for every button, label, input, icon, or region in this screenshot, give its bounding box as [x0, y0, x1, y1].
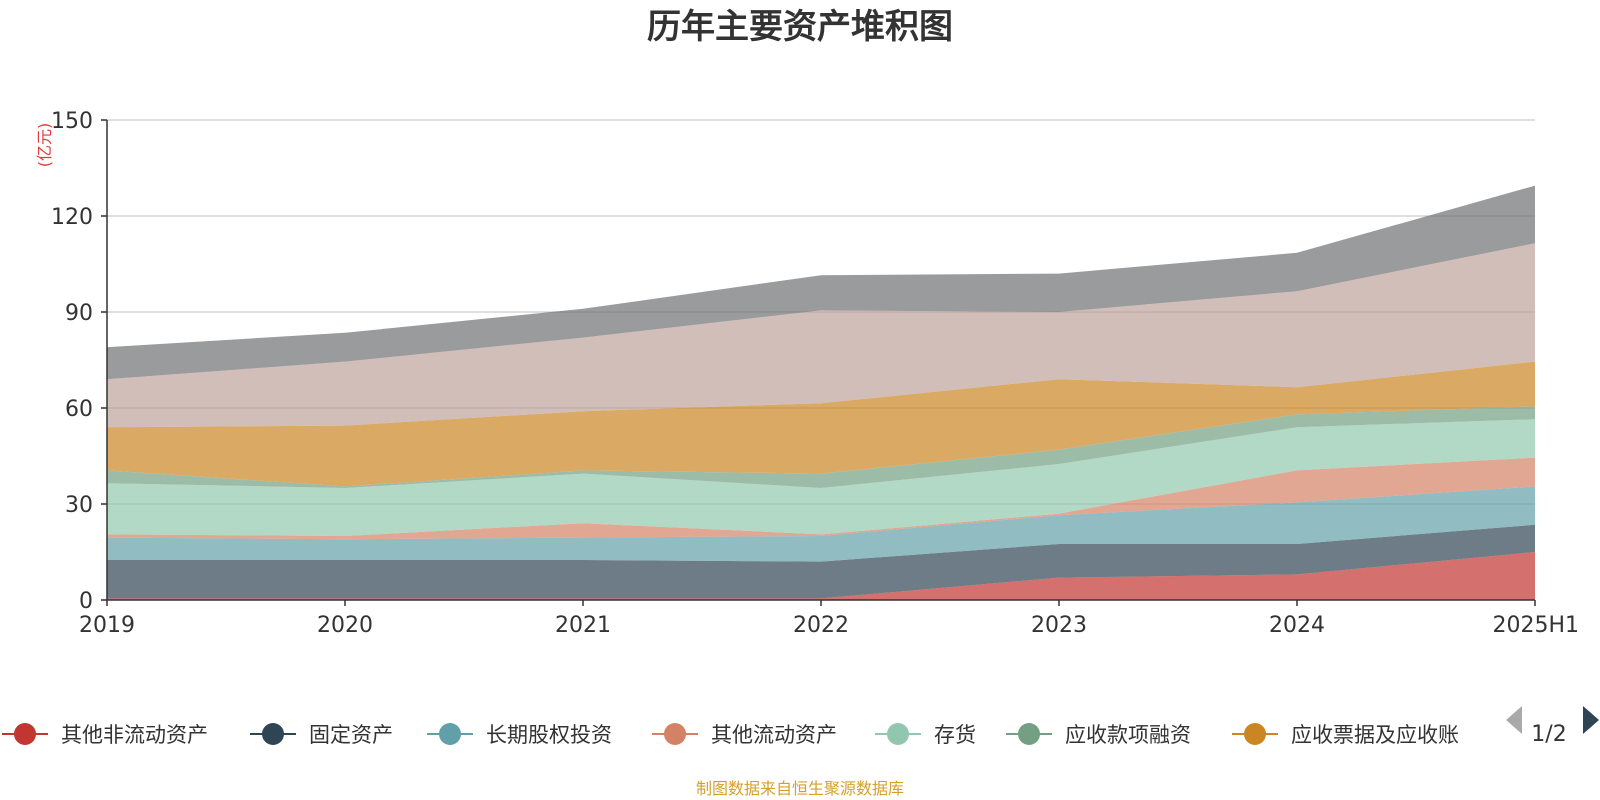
legend-label: 存货	[934, 723, 976, 747]
legend-item[interactable]: 存货	[875, 723, 976, 747]
x-tick-label: 2025H1	[1492, 613, 1579, 638]
area-series	[107, 185, 1535, 600]
x-tick-label: 2021	[555, 613, 611, 638]
legend-next-arrow-icon[interactable]	[1583, 706, 1599, 734]
area-series-3	[107, 457, 1535, 540]
legend-label: 其他非流动资产	[61, 723, 208, 747]
area-series-6	[107, 361, 1535, 487]
legend-marker-icon	[439, 723, 461, 745]
area-series-0	[107, 552, 1535, 600]
y-tick-label: 0	[79, 589, 93, 614]
y-tick-label: 30	[65, 493, 93, 518]
x-tick-label: 2024	[1269, 613, 1325, 638]
legend-item[interactable]: 固定资产	[250, 723, 393, 747]
legend-item[interactable]: 其他流动资产	[652, 723, 837, 747]
area-series-5	[107, 406, 1535, 488]
legend-marker-icon	[262, 723, 284, 745]
legend-marker-icon	[1018, 723, 1040, 745]
legend-label: 固定资产	[309, 723, 393, 747]
legend-marker-icon	[14, 723, 36, 745]
legend-item[interactable]: 应收票据及应收账	[1232, 723, 1459, 747]
x-tick-label: 2019	[79, 613, 135, 638]
source-note: 制图数据来自恒生聚源数据库	[696, 779, 904, 798]
x-tick-label: 2023	[1031, 613, 1087, 638]
area-series-4	[107, 419, 1535, 536]
area-series-7	[107, 243, 1535, 428]
legend-label: 应收票据及应收账	[1291, 723, 1459, 747]
legend-label: 应收款项融资	[1065, 723, 1191, 747]
legend-label: 长期股权投资	[486, 723, 612, 747]
chart-title: 历年主要资产堆积图	[647, 7, 953, 47]
x-tick-label: 2022	[793, 613, 849, 638]
legend-label: 其他流动资产	[711, 723, 837, 747]
y-tick-label: 90	[65, 301, 93, 326]
legend-pager: 1/2	[1506, 706, 1599, 747]
legend-item[interactable]: 应收款项融资	[1006, 723, 1191, 747]
y-tick-label: 150	[51, 109, 93, 134]
legend-page-indicator: 1/2	[1531, 722, 1566, 747]
legend-marker-icon	[1244, 723, 1266, 745]
legend-marker-icon	[887, 723, 909, 745]
legend-item[interactable]: 长期股权投资	[427, 723, 612, 747]
legend-item[interactable]: 其他非流动资产	[2, 723, 208, 747]
y-tick-label: 60	[65, 397, 93, 422]
y-axis-unit-label: (亿元)	[35, 123, 54, 168]
legend: 其他非流动资产 固定资产 长期股权投资 其他流动资产 存货 应收款项融资 应收票据及应收账	[2, 723, 1459, 747]
axes: 0 30 60 90 120 150 2019 2020 2021 2022 2023 2024 202…	[51, 109, 1579, 638]
area-series-2	[107, 486, 1535, 562]
y-tick-label: 120	[51, 205, 93, 230]
area-series-8	[107, 185, 1535, 380]
x-tick-label: 2020	[317, 613, 373, 638]
legend-prev-arrow-icon[interactable]	[1506, 706, 1522, 734]
legend-marker-icon	[664, 723, 686, 745]
